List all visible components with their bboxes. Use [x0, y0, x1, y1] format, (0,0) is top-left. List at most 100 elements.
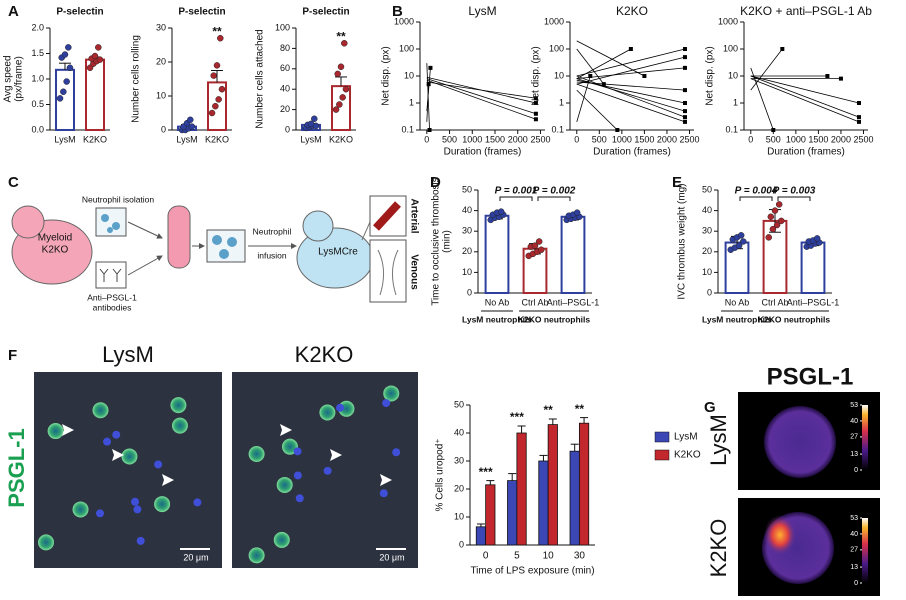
x-tick-label: 500	[592, 134, 607, 144]
y-tick-label: 10	[554, 70, 564, 80]
track	[576, 40, 645, 77]
y-axis-label: Net disp. (px)	[705, 46, 716, 105]
x-tick-label: 1500	[485, 134, 505, 144]
y-tick-label: 10	[728, 70, 738, 80]
arrowhead	[380, 474, 392, 486]
heatmap-hotspot	[764, 515, 796, 555]
data-point	[538, 246, 545, 253]
tube	[167, 205, 191, 269]
y-tick-label: 40	[454, 427, 464, 437]
y-tick-label: 0	[707, 287, 712, 297]
track-end	[427, 128, 432, 132]
track-end	[780, 47, 785, 51]
data-point	[342, 85, 350, 93]
data-point	[95, 44, 102, 51]
data-point	[339, 94, 346, 101]
diagram-label: K2KO	[42, 245, 69, 256]
data-point	[65, 44, 72, 51]
data-point	[61, 51, 69, 58]
y-tick-label: 100	[723, 43, 738, 53]
track	[426, 67, 431, 112]
mouse-head	[302, 210, 334, 242]
legend-swatch	[654, 449, 670, 461]
data-point	[336, 101, 343, 108]
y-tick-label: 0.1	[401, 124, 414, 134]
cell	[248, 547, 265, 564]
data-point	[765, 234, 772, 241]
nucleus	[392, 448, 401, 457]
track	[426, 79, 537, 120]
cell	[38, 534, 55, 551]
cell-icon	[227, 237, 237, 247]
y-axis-label: Net disp. (px)	[531, 46, 542, 105]
y-tick-label: 0.1	[725, 124, 738, 134]
track-end	[642, 74, 647, 78]
diagram-label: LysMCre	[318, 247, 358, 258]
x-tick-label: 0	[424, 134, 429, 144]
y-tick-label: 20	[702, 246, 712, 256]
data-point	[96, 56, 104, 63]
panel-label: F	[8, 347, 17, 364]
track-end	[682, 115, 687, 120]
arrow	[127, 221, 163, 239]
nucleus	[293, 447, 302, 456]
cell	[383, 385, 400, 402]
y-tick-label: 1	[559, 97, 564, 107]
data-point	[740, 238, 747, 245]
data-point	[63, 78, 70, 85]
y-tick-label: 20	[156, 56, 166, 66]
x-tick-label: 1000	[612, 134, 632, 144]
data-point	[311, 115, 318, 123]
x-tick-label: LysM	[54, 134, 75, 144]
y-tick-label: 40	[462, 205, 472, 215]
y-tick-label: 0.1	[551, 124, 564, 134]
group-label: K2KO neutrophils	[758, 314, 831, 324]
x-tick-label: K2KO	[205, 134, 229, 144]
y-tick-label: 100	[549, 43, 564, 53]
nucleus	[336, 403, 345, 412]
bar	[507, 480, 518, 546]
track-end	[825, 74, 830, 78]
diagram-label: Arterial	[408, 198, 419, 233]
x-tick-label: 2000	[508, 134, 528, 144]
nucleus	[103, 437, 112, 446]
y-tick-label: 10	[454, 511, 464, 521]
x-tick-label: LysM	[176, 134, 197, 144]
track	[750, 75, 860, 118]
data-point	[497, 208, 505, 215]
x-tick-label: Ctrl Ab	[521, 297, 548, 307]
diagram-label: Venous	[408, 254, 419, 290]
y-axis-label: (min)	[442, 230, 453, 253]
nucleus	[382, 399, 391, 408]
bar	[547, 424, 558, 546]
data-point	[341, 40, 348, 47]
connector	[361, 221, 371, 241]
comparison-bracket	[777, 196, 811, 201]
y-tick-label: 20	[280, 104, 290, 114]
bar	[578, 422, 590, 546]
cell-icon	[212, 235, 222, 245]
track-end	[533, 117, 538, 122]
x-tick-label: Anti–PSGL-1	[547, 297, 600, 307]
group-label: K2KO neutrophils	[518, 314, 591, 324]
track-end	[856, 101, 861, 105]
track-end	[771, 128, 776, 132]
data-point	[212, 102, 219, 110]
x-tick-label: 500	[442, 134, 457, 144]
track-end	[426, 82, 431, 87]
data-point	[213, 62, 221, 69]
vein-image	[369, 239, 407, 303]
bar	[484, 214, 510, 294]
track-end	[533, 96, 538, 101]
y-tick-label: 1.5	[31, 48, 44, 58]
micrograph	[34, 372, 222, 568]
track-end	[682, 65, 687, 70]
data-point	[210, 72, 217, 79]
arrowhead	[280, 424, 292, 436]
x-tick-label: 1500	[808, 134, 828, 144]
data-point	[215, 96, 222, 103]
data-point	[778, 217, 785, 225]
y-tick-label: 2.0	[31, 22, 44, 32]
cell-icon	[101, 214, 109, 222]
legend-label: LysM	[674, 432, 698, 443]
